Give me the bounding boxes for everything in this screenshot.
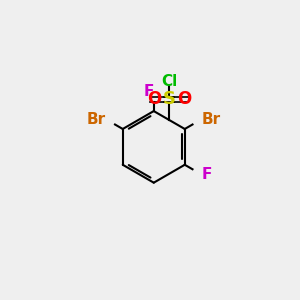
Text: F: F [202, 167, 212, 182]
Text: S: S [163, 90, 176, 108]
Text: O: O [177, 90, 191, 108]
Text: O: O [147, 90, 161, 108]
Text: Br: Br [87, 112, 106, 127]
Text: F: F [143, 84, 154, 99]
Text: Br: Br [202, 112, 221, 127]
Text: Cl: Cl [161, 74, 177, 89]
